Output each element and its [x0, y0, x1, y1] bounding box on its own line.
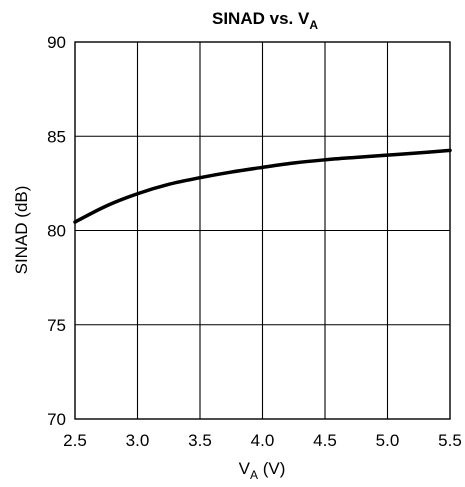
y-tick-label: 85	[47, 127, 66, 146]
grid	[75, 42, 450, 419]
sinad-series-line	[73, 148, 452, 224]
y-tick-label: 70	[47, 410, 66, 429]
tick-labels: 2.5 3.0 3.5 4.0 4.5 5.0 5.5 70 75 80 85 90	[47, 33, 462, 450]
x-axis-label-subscript: A	[250, 468, 258, 482]
x-tick-label: 2.5	[63, 431, 87, 450]
x-tick-label: 5.0	[376, 431, 400, 450]
chart-title-main: SINAD vs. V	[212, 9, 310, 28]
chart-title: SINAD vs. VA	[212, 9, 318, 32]
y-tick-label: 90	[47, 33, 66, 52]
y-axis-label: SINAD (dB)	[12, 186, 31, 275]
series-layer	[73, 148, 452, 224]
x-axis-label-unit: (V)	[258, 459, 285, 478]
y-tick-label: 75	[47, 316, 66, 335]
x-tick-label: 5.5	[438, 431, 462, 450]
x-tick-label: 3.0	[126, 431, 150, 450]
plot-frame	[74, 41, 451, 420]
x-tick-label: 4.5	[313, 431, 337, 450]
x-tick-label: 4.0	[251, 431, 275, 450]
y-tick-label: 80	[47, 222, 66, 241]
chart-title-subscript: A	[309, 18, 318, 32]
x-axis-label: VA (V)	[239, 459, 286, 482]
x-tick-label: 3.5	[188, 431, 212, 450]
x-axis-label-main: V	[239, 459, 251, 478]
